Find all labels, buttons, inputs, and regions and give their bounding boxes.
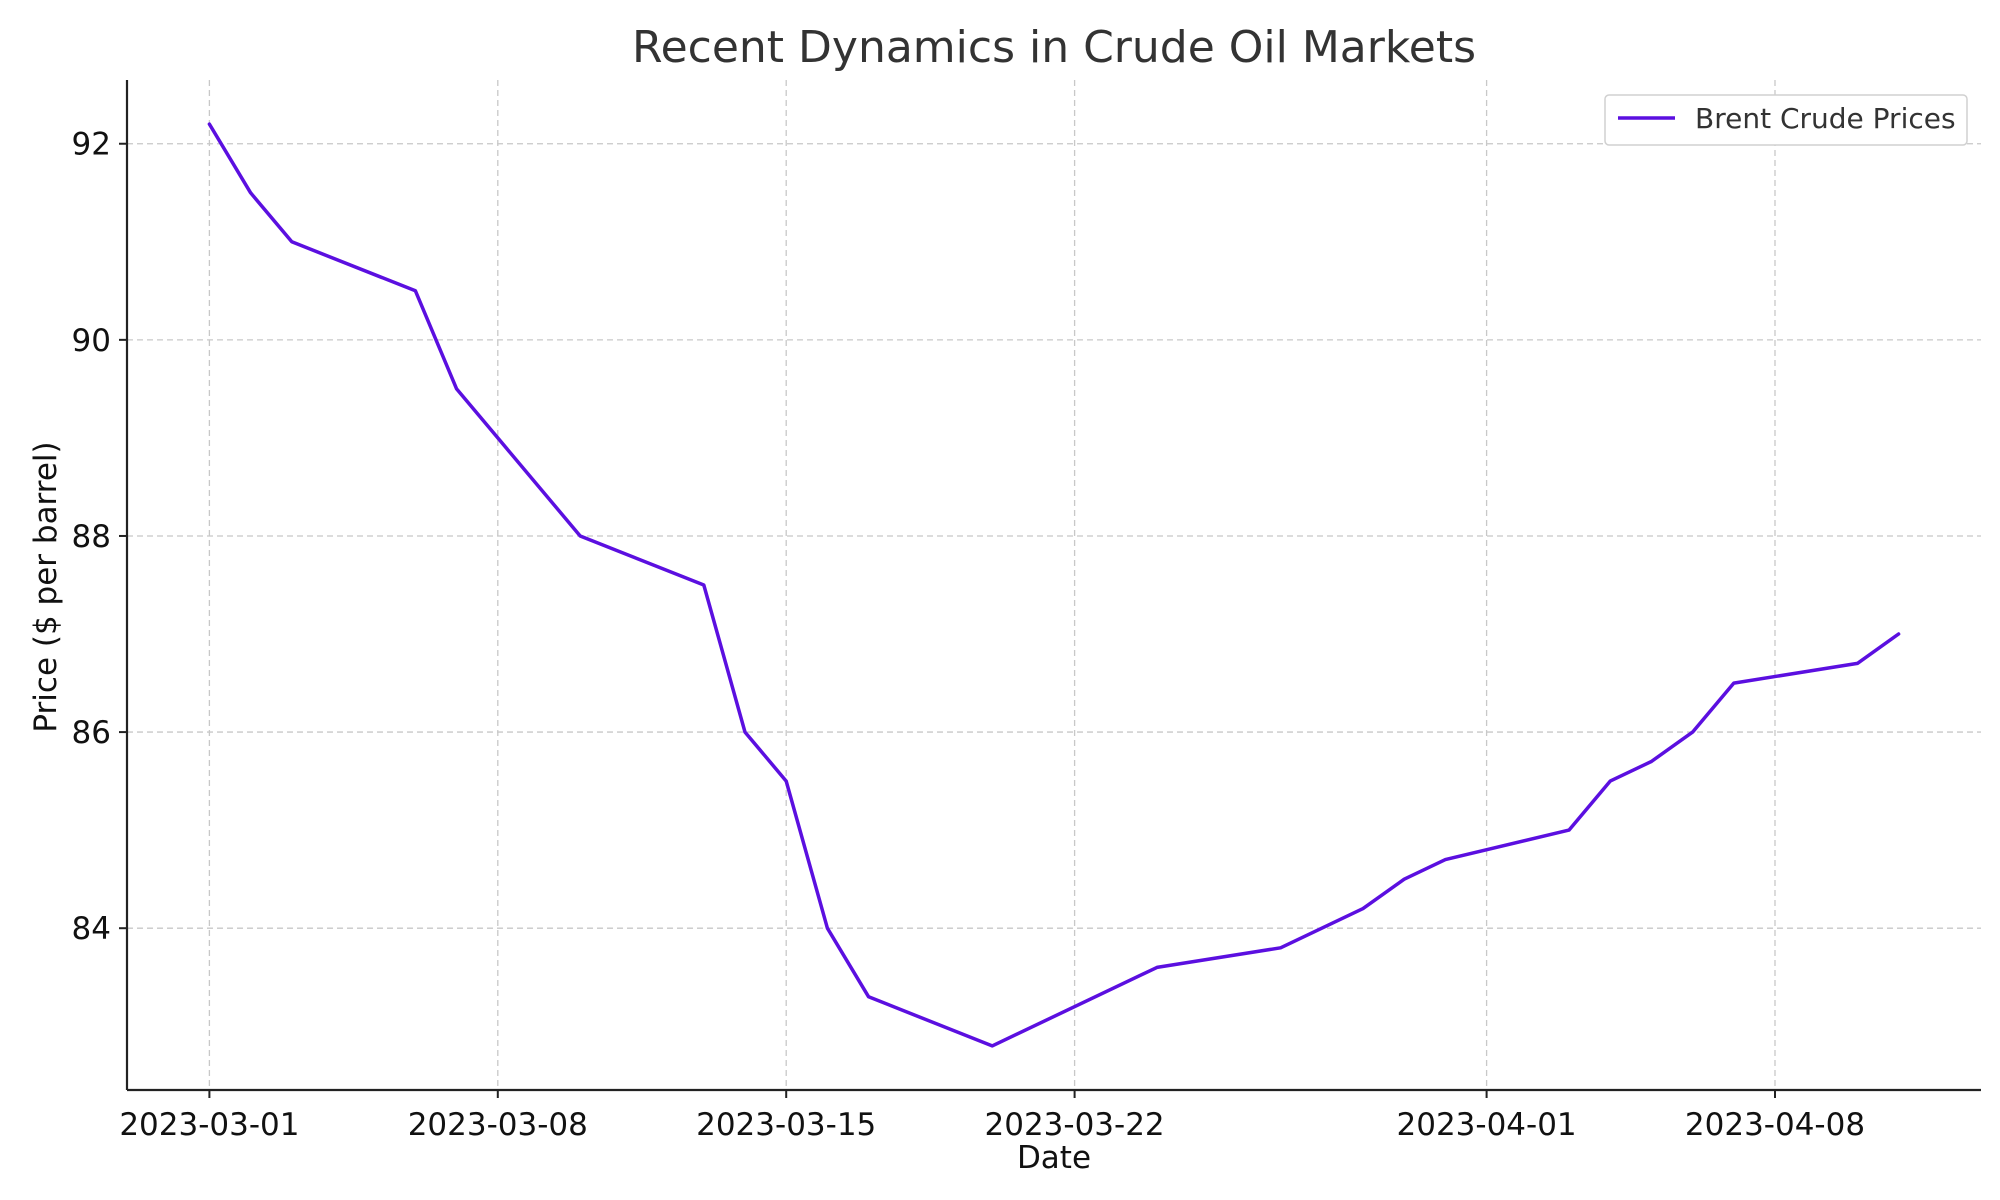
ticks: 2023-03-01 2023-03-08 2023-03-15 2023-03-22… <box>72 127 1866 1143</box>
legend: Brent Crude Prices <box>1604 94 1968 146</box>
x-axis-label: Date <box>1017 1140 1091 1176</box>
y-tick-label: 84 <box>72 911 111 947</box>
y-tick-label: 88 <box>72 519 111 555</box>
x-tick-label: 2023-03-01 <box>119 1107 299 1143</box>
series-line <box>207 122 1901 1048</box>
y-axis-label: Price ($ per barrel) <box>28 441 64 732</box>
x-tick-label: 2023-03-15 <box>696 1107 876 1143</box>
x-tick-label: 2023-04-01 <box>1397 1107 1577 1143</box>
y-tick-label: 92 <box>72 127 111 163</box>
legend-box <box>1604 94 1968 146</box>
y-tick-label: 86 <box>72 715 111 751</box>
series-layer <box>207 122 1901 1048</box>
x-tick-label: 2023-03-22 <box>985 1107 1165 1143</box>
legend-label: Brent Crude Prices <box>1695 102 1956 135</box>
axes <box>125 80 1981 1092</box>
y-tick-label: 90 <box>72 323 111 359</box>
x-tick-label: 2023-03-08 <box>408 1107 588 1143</box>
x-tick-label: 2023-04-08 <box>1685 1107 1865 1143</box>
chart-title: Recent Dynamics in Crude Oil Markets <box>632 22 1476 73</box>
